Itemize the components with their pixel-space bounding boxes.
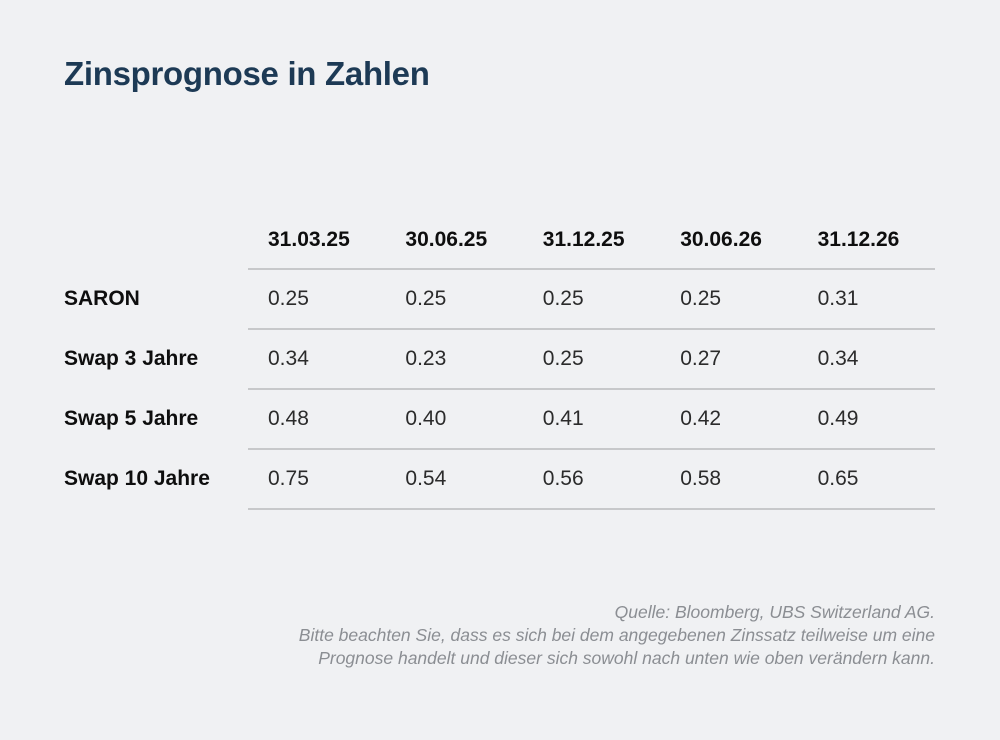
table-value: 0.25 bbox=[385, 270, 523, 330]
column-header: 30.06.25 bbox=[385, 212, 523, 270]
table-value: 0.41 bbox=[522, 390, 661, 450]
table-value: 0.25 bbox=[522, 330, 661, 390]
table-value: 0.75 bbox=[248, 450, 386, 510]
row-label-swap-3-jahre: Swap 3 Jahre bbox=[64, 347, 199, 370]
table-value: 0.42 bbox=[660, 390, 798, 450]
page-title: Zinsprognose in Zahlen bbox=[64, 55, 430, 92]
table-value: 0.27 bbox=[660, 330, 798, 390]
table-value: 0.65 bbox=[797, 450, 935, 510]
footer-note: Quelle: Bloomberg, UBS Switzerland AG. B… bbox=[215, 601, 935, 670]
table-value: 0.40 bbox=[385, 390, 523, 450]
disclaimer-line-2: Prognose handelt und dieser sich sowohl … bbox=[318, 648, 935, 668]
table-value: 0.25 bbox=[660, 270, 798, 330]
column-header: 31.12.25 bbox=[522, 212, 661, 270]
table-value: 0.54 bbox=[385, 450, 523, 510]
column-header: 30.06.26 bbox=[660, 212, 798, 270]
table-value: 0.48 bbox=[248, 390, 386, 450]
disclaimer-line-1: Bitte beachten Sie, dass es sich bei dem… bbox=[298, 625, 935, 645]
table-value: 0.56 bbox=[522, 450, 661, 510]
interest-forecast-table: 31.03.25 30.06.25 31.12.25 30.06.26 31.1… bbox=[64, 212, 935, 510]
table-value: 0.34 bbox=[797, 330, 935, 390]
table-corner-cell bbox=[64, 212, 248, 270]
table-value: 0.34 bbox=[248, 330, 386, 390]
table-value: 0.25 bbox=[248, 270, 386, 330]
source-line: Quelle: Bloomberg, UBS Switzerland AG. bbox=[614, 602, 935, 622]
row-label-swap-5-jahre: Swap 5 Jahre bbox=[64, 407, 199, 430]
column-header: 31.12.26 bbox=[797, 212, 935, 270]
table-value: 0.25 bbox=[522, 270, 661, 330]
row-label-saron: SARON bbox=[64, 287, 140, 310]
row-label-swap-10-jahre: Swap 10 Jahre bbox=[64, 467, 210, 490]
table-value: 0.58 bbox=[660, 450, 798, 510]
table-value: 0.23 bbox=[385, 330, 523, 390]
column-header: 31.03.25 bbox=[248, 212, 386, 270]
table-value: 0.31 bbox=[797, 270, 935, 330]
table-value: 0.49 bbox=[797, 390, 935, 450]
